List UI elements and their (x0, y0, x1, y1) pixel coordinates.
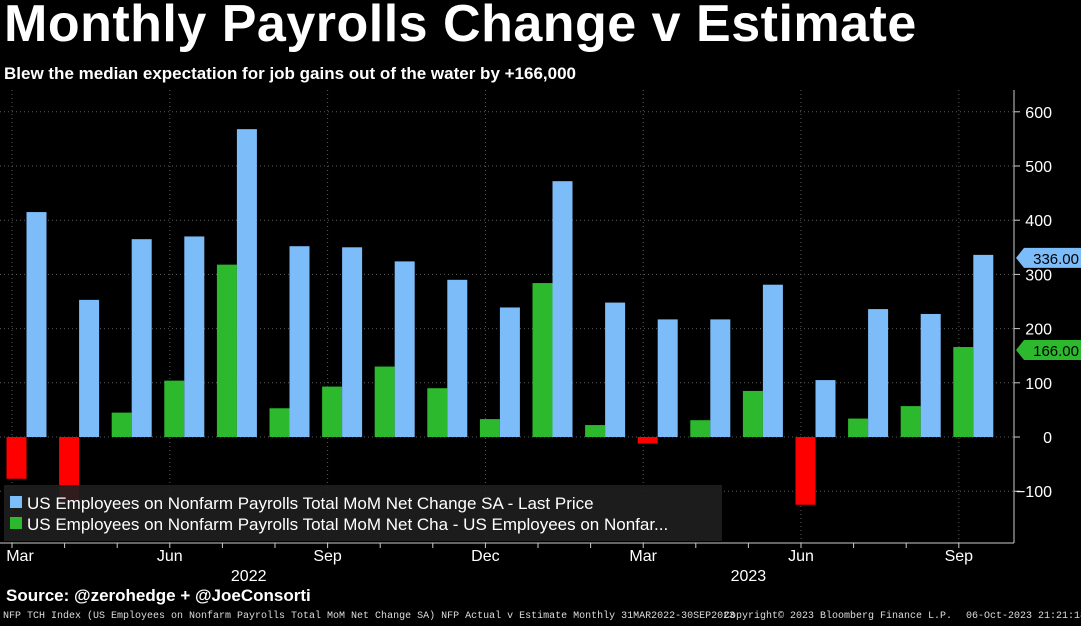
surprise-bar (900, 406, 921, 437)
legend-label-surprise: US Employees on Nonfarm Payrolls Total M… (27, 515, 668, 534)
y-tick-label: 400 (1025, 213, 1052, 230)
actual-bar (289, 246, 310, 437)
last-value-tag-surprise-shape (1016, 340, 1081, 361)
x-tick-label: Dec (471, 548, 499, 565)
surprise-bar (374, 366, 395, 437)
legend-swatch-surprise (10, 517, 22, 529)
surprise-bar (111, 412, 132, 437)
bars (6, 129, 994, 505)
y-tick-label: 200 (1025, 322, 1052, 339)
axes: −100 0 100 200 300 400 500 600 Mar Jun Sep Dec Mar Ju… (0, 90, 1081, 585)
x-tick-label: Sep (945, 548, 974, 565)
actual-bar (131, 239, 152, 437)
x-tick-label: Mar (6, 548, 34, 565)
actual-bar (342, 247, 363, 437)
y-tick-label: −100 (1016, 484, 1052, 501)
surprise-bar (848, 418, 869, 437)
actual-bar (973, 254, 994, 437)
x-year-label: 2022 (231, 568, 267, 585)
surprise-bar (742, 390, 763, 437)
actual-bar (657, 319, 678, 437)
actual-bar (815, 380, 836, 437)
surprise-bar (637, 437, 658, 444)
last-value-tag-actual-group: 336.00 (1016, 247, 1081, 268)
surprise-bar (269, 408, 290, 437)
surprise-bar (690, 420, 711, 437)
source-note: Source: @zerohedge + @JoeConsorti (6, 586, 311, 605)
actual-bar (499, 307, 520, 437)
x-year-label: 2023 (731, 568, 767, 585)
surprise-bar (532, 283, 553, 437)
surprise-bar (953, 347, 974, 437)
actual-bar (762, 284, 783, 437)
surprise-bar (479, 419, 500, 437)
footer-description: NFP TCH Index (US Employees on Nonfarm P… (3, 611, 736, 622)
actual-bar (868, 309, 889, 437)
chart-subtitle: Blew the median expectation for job gain… (4, 64, 576, 83)
actual-bar (605, 302, 626, 437)
actual-bar (184, 236, 205, 437)
actual-bar (26, 212, 47, 437)
actual-bar (79, 299, 100, 437)
last-value-tag-actual-shape (1016, 247, 1081, 268)
surprise-bar (322, 386, 343, 437)
surprise-bar (164, 380, 185, 437)
legend-box (4, 485, 722, 541)
actual-bar (710, 319, 731, 437)
footer-timestamp: 06-Oct-2023 21:21:18 (966, 611, 1081, 622)
actual-bar (447, 279, 468, 437)
x-tick-label: Sep (313, 548, 342, 565)
actual-bar (236, 129, 257, 438)
y-tick-label: 300 (1025, 267, 1052, 284)
surprise-bar (427, 388, 448, 437)
last-value-tag-surprise-text: 166.00 (1033, 343, 1079, 360)
surprise-bar (6, 437, 27, 479)
actual-bar (394, 261, 415, 437)
last-value-tag-surprise-group: 166.00 (1016, 340, 1081, 361)
legend: US Employees on Nonfarm Payrolls Total M… (4, 485, 722, 541)
last-value-tag-actual-text: 336.00 (1033, 251, 1079, 268)
actual-bar (552, 181, 573, 437)
legend-swatch-actual (10, 496, 22, 508)
actual-bar (920, 313, 941, 437)
y-tick-label: 100 (1025, 376, 1052, 393)
y-tick-label: 500 (1025, 159, 1052, 176)
chart-title: Monthly Payrolls Change v Estimate (4, 0, 917, 53)
y-tick-label: 600 (1025, 105, 1052, 122)
surprise-bar (795, 437, 816, 505)
x-tick-label: Jun (788, 548, 814, 565)
x-tick-label: Jun (157, 548, 183, 565)
y-tick-label: 0 (1043, 430, 1052, 447)
surprise-bar (216, 264, 237, 437)
legend-label-actual: US Employees on Nonfarm Payrolls Total M… (27, 494, 594, 513)
x-tick-label: Mar (629, 548, 657, 565)
footer-copyright: Copyright© 2023 Bloomberg Finance L.P. (724, 611, 953, 622)
surprise-bar (585, 425, 606, 437)
